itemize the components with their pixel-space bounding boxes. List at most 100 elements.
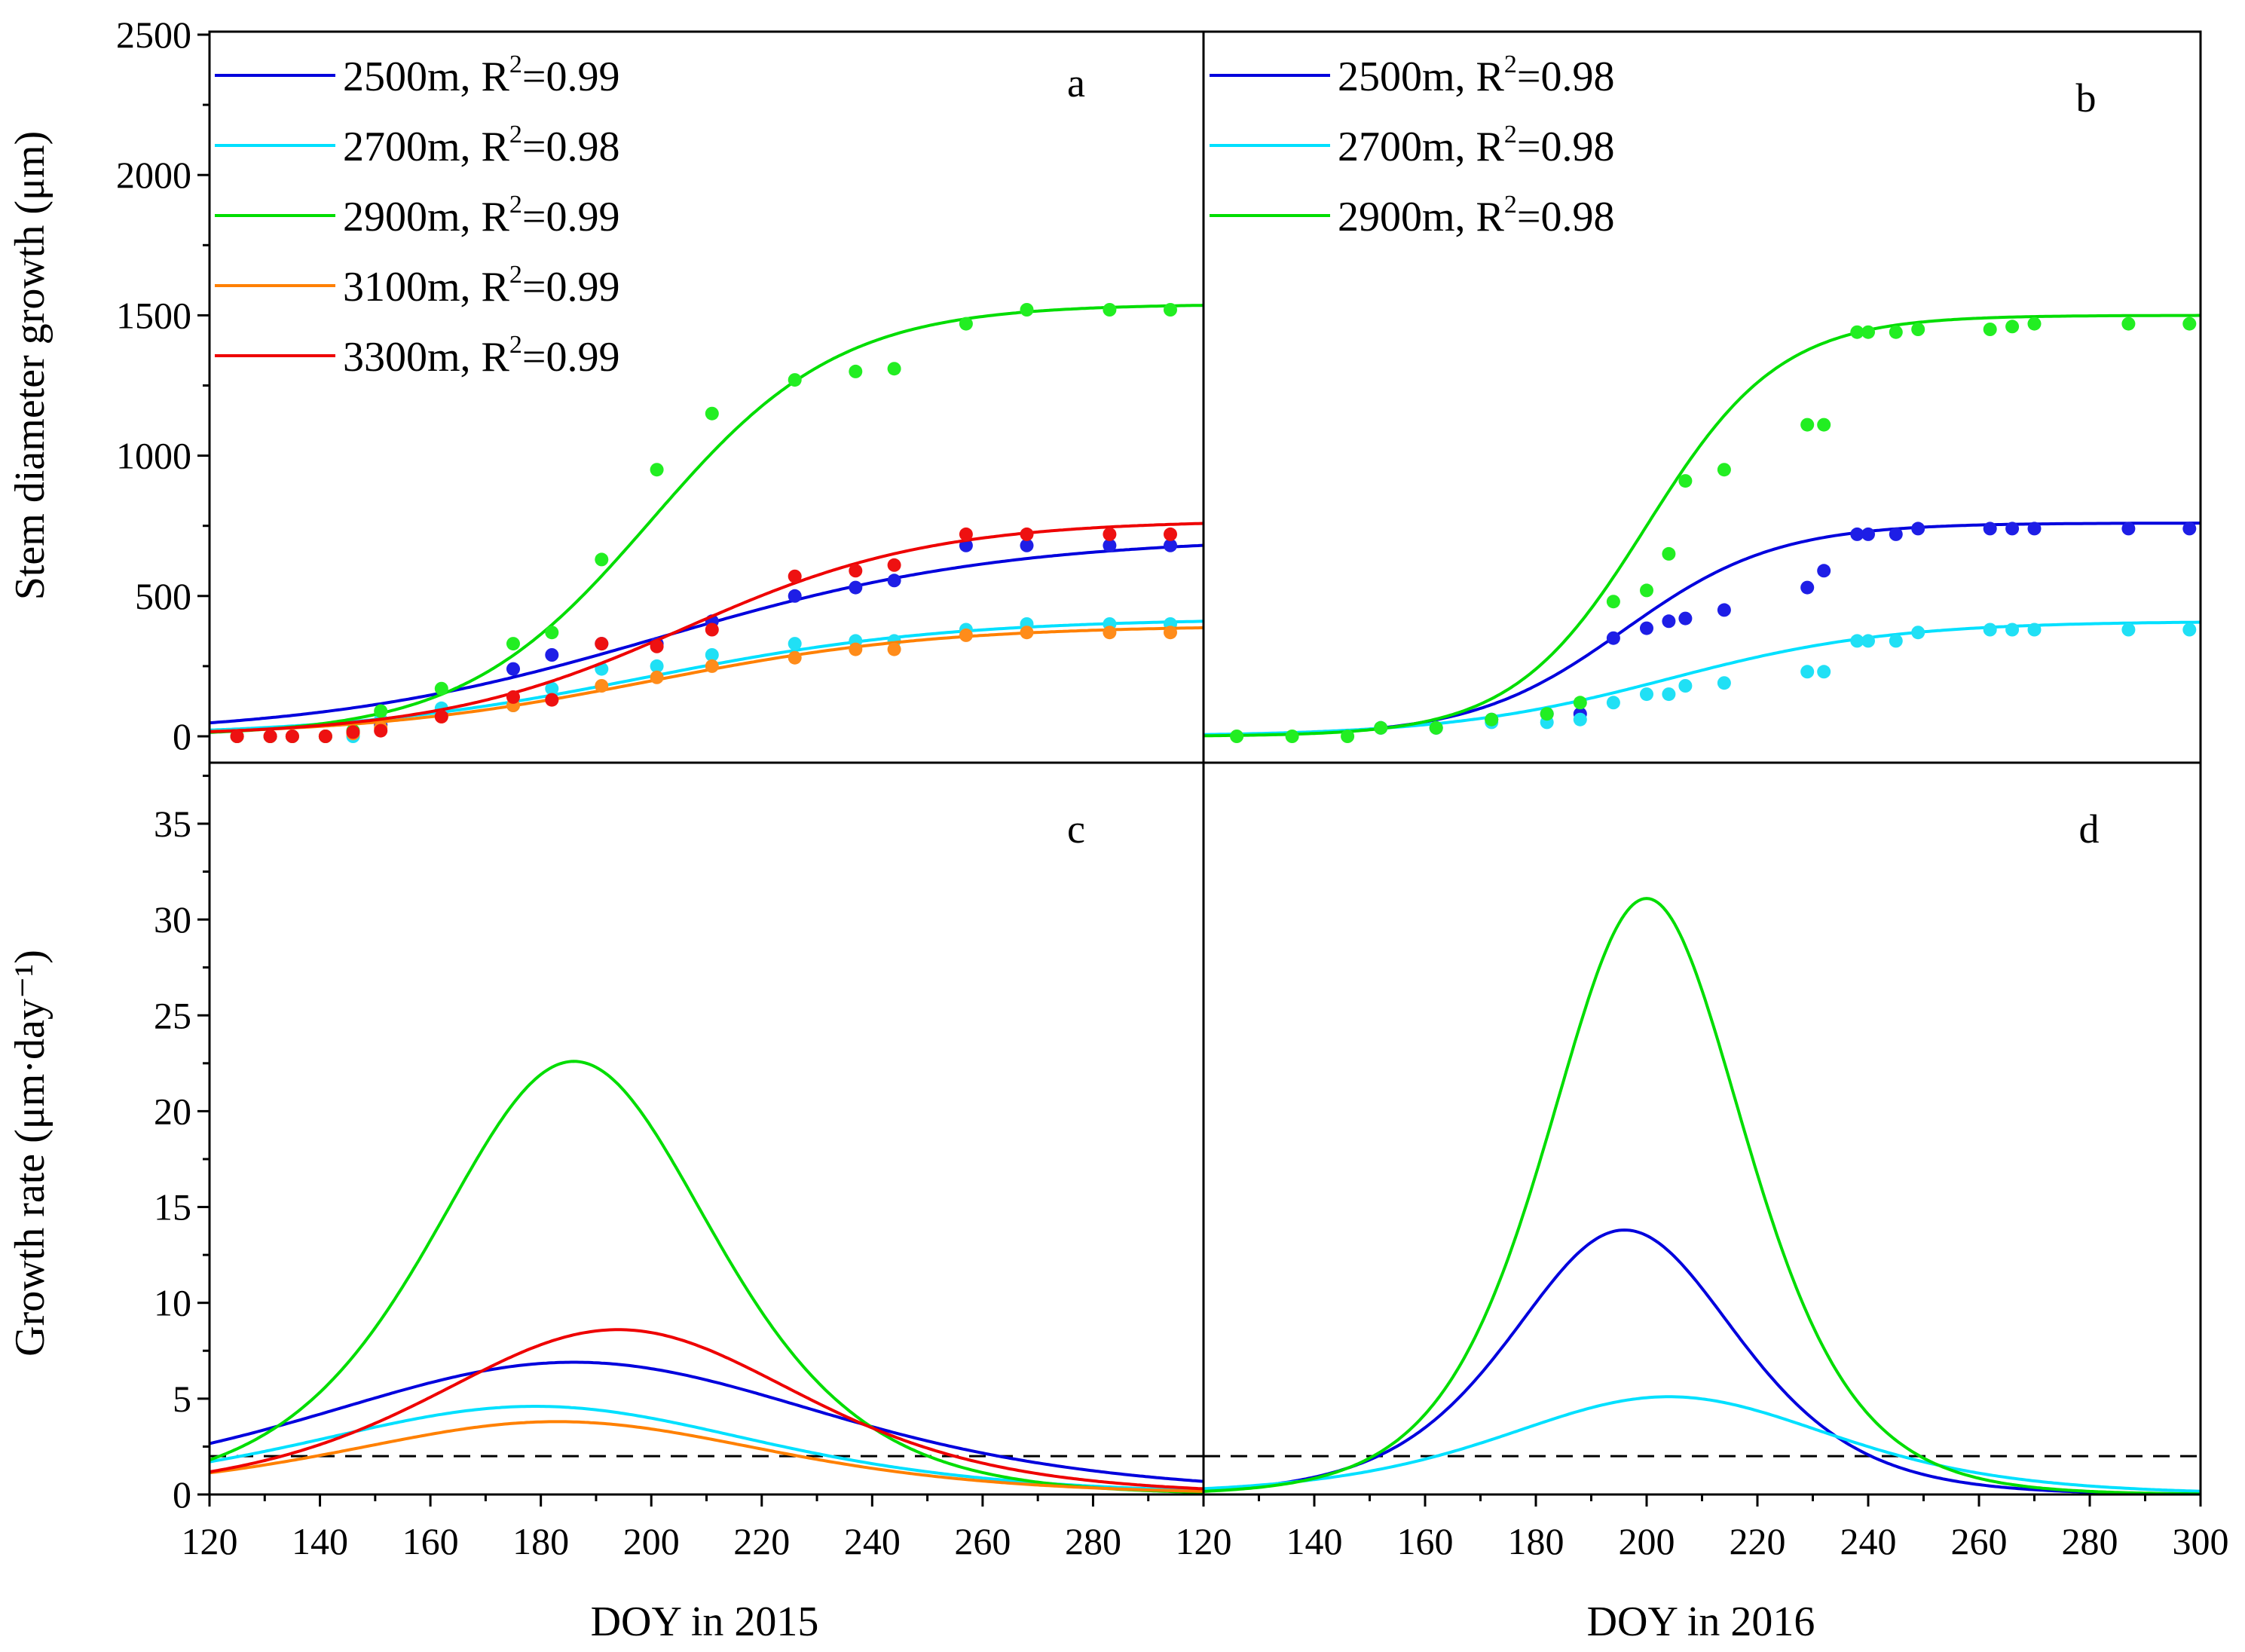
- data-point-b-2700m-8: [1678, 679, 1693, 693]
- x-tick-label-c-4: 200: [623, 1520, 680, 1562]
- y-tick-label-bottom-30: 30: [154, 898, 191, 941]
- data-point-b-2900m-23: [2182, 317, 2197, 331]
- data-point-a-2500m-12: [788, 589, 802, 603]
- data-point-a-3100m-11: [705, 659, 719, 673]
- x-tick-label-c-7: 260: [954, 1520, 1011, 1562]
- rate-curve-c-2900m: [209, 1060, 1204, 1494]
- data-point-a-3300m-4: [346, 725, 360, 739]
- x-tick-label-d-5: 220: [1730, 1520, 1786, 1562]
- data-point-b-2700m-10: [1800, 665, 1815, 679]
- data-point-b-2500m-14: [1889, 527, 1903, 541]
- legend-text-part: =0.99: [522, 54, 620, 100]
- x-tick-label-c-8: 280: [1065, 1520, 1121, 1562]
- data-point-a-3300m-3: [318, 730, 332, 743]
- data-point-b-2900m-18: [1911, 323, 1925, 336]
- data-point-a-2900m-16: [1020, 303, 1034, 317]
- data-point-b-2500m-20: [2182, 522, 2197, 536]
- data-point-b-2900m-12: [1717, 463, 1731, 477]
- data-point-b-2500m-17: [2005, 522, 2020, 536]
- data-point-b-2500m-18: [2027, 522, 2042, 536]
- data-point-b-2900m-17: [1889, 325, 1903, 339]
- legend-text-part: 2: [1504, 121, 1517, 148]
- x-tick-label-c-5: 220: [733, 1520, 790, 1562]
- data-point-b-2900m-0: [1230, 730, 1244, 743]
- data-point-b-2700m-5: [1606, 696, 1620, 710]
- x-tick-label-c-1: 140: [292, 1520, 348, 1562]
- data-point-b-2900m-8: [1606, 595, 1620, 609]
- legend-text-part: 2700m, R: [1338, 124, 1505, 170]
- legend-text-part: 2900m, R: [343, 194, 510, 240]
- data-point-b-2700m-12: [1850, 634, 1864, 648]
- data-point-b-2700m-14: [1889, 634, 1903, 648]
- data-point-b-2900m-15: [1850, 325, 1864, 339]
- legend-text-part: 2: [509, 261, 522, 289]
- data-point-b-2500m-11: [1817, 564, 1831, 578]
- data-point-a-3300m-15: [959, 527, 973, 541]
- x-tick-label-d-2: 160: [1397, 1520, 1454, 1562]
- data-point-b-2700m-9: [1717, 676, 1731, 690]
- legend-text-part: 2500m, R: [1338, 54, 1505, 100]
- plot-frames: [197, 30, 2202, 1507]
- fit-curve-a-3300m: [209, 522, 1204, 733]
- x-tick-label-c-2: 160: [402, 1520, 459, 1562]
- legend-text-part: 2: [1504, 191, 1517, 219]
- data-point-b-2900m-6: [1540, 707, 1554, 721]
- data-point-a-2500m-18: [1164, 538, 1177, 552]
- data-point-b-2900m-7: [1573, 696, 1587, 710]
- data-point-b-2900m-21: [2027, 317, 2042, 331]
- panel-frame-c: [208, 761, 1205, 1496]
- data-point-b-2700m-6: [1640, 687, 1653, 702]
- legend-text-part: 2: [509, 191, 522, 219]
- rate-curve-d-2900m: [1203, 897, 2201, 1496]
- rate-curve-c-2500m: [209, 1360, 1204, 1483]
- data-point-a-3300m-1: [263, 730, 277, 743]
- data-point-a-3300m-12: [788, 569, 802, 583]
- y-tick-label-bottom-20: 20: [154, 1090, 191, 1132]
- data-point-b-2500m-16: [1983, 522, 1997, 536]
- y-tick-label-top-2500: 2500: [116, 14, 191, 56]
- x-tick-label-c-3: 180: [512, 1520, 569, 1562]
- data-point-b-2900m-5: [1485, 712, 1499, 727]
- y-axis-title-bottom: Growth rate (μm·day⁻¹): [7, 950, 54, 1357]
- y-tick-label-top-1000: 1000: [116, 435, 191, 477]
- data-point-a-2700m-11: [705, 648, 719, 662]
- data-point-b-2900m-13: [1800, 418, 1815, 432]
- x-axis-title-left: DOY in 2015: [591, 1598, 819, 1645]
- panel-label-a: a: [1067, 60, 1085, 106]
- data-point-a-3100m-14: [887, 642, 901, 656]
- legend-text-part: =0.99: [522, 334, 620, 381]
- legend-text-part: 2900m, R: [1338, 194, 1505, 240]
- data-point-a-2500m-14: [887, 574, 901, 588]
- data-point-a-2500m-8: [545, 648, 559, 662]
- panel-frame-d: [1202, 761, 2202, 1496]
- plot-content: [209, 303, 2201, 1496]
- data-point-a-2900m-17: [1103, 303, 1117, 317]
- legend-text-part: =0.98: [1517, 54, 1615, 100]
- data-point-a-2900m-13: [849, 364, 863, 378]
- data-point-a-3100m-17: [1103, 626, 1117, 640]
- data-point-b-2700m-16: [1983, 623, 1997, 637]
- data-point-b-2700m-13: [1861, 634, 1875, 648]
- data-point-b-2900m-10: [1662, 546, 1676, 561]
- legend-text-part: 2: [509, 331, 522, 359]
- data-point-b-2900m-2: [1341, 730, 1355, 743]
- legend-text-part: =0.99: [522, 194, 620, 240]
- panel-label-c: c: [1067, 806, 1085, 852]
- data-point-a-2500m-13: [849, 580, 863, 595]
- data-point-b-2900m-14: [1817, 418, 1831, 432]
- rate-curve-c-3100m: [209, 1420, 1204, 1493]
- data-point-a-3300m-14: [887, 558, 901, 572]
- data-point-a-3300m-17: [1103, 527, 1117, 541]
- legend-text-part: 2700m, R: [343, 124, 510, 170]
- legend-text-part: 2: [1504, 50, 1517, 78]
- x-tick-label-d-1: 140: [1286, 1520, 1343, 1562]
- x-tick-label-d-7: 260: [1951, 1520, 2008, 1562]
- data-point-a-3100m-10: [650, 670, 664, 684]
- x-tick-label-c-0: 120: [182, 1520, 238, 1562]
- data-point-b-2700m-4: [1573, 712, 1587, 727]
- data-point-b-2500m-6: [1640, 621, 1653, 635]
- data-point-a-3100m-15: [959, 628, 973, 642]
- data-point-a-2700m-12: [788, 637, 802, 651]
- y-tick-label-bottom-0: 0: [173, 1473, 191, 1516]
